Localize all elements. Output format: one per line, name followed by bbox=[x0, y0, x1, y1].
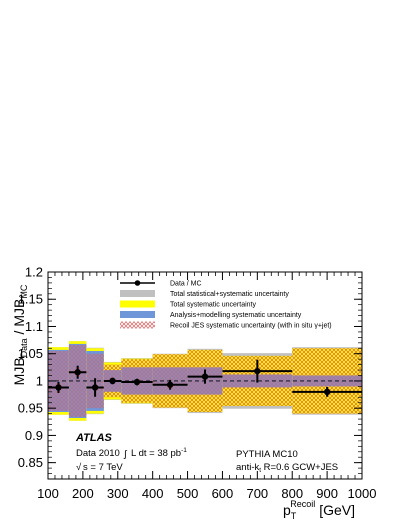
x-axis-ticks: 100 200 300 400 500 600 700 800 900 1000 bbox=[37, 272, 376, 501]
x-tick-label-4: 500 bbox=[177, 486, 199, 501]
y-tick-label-6: 1.15 bbox=[18, 292, 43, 307]
y-tick-label-0: 0.85 bbox=[18, 455, 43, 470]
y-tick-label-4: 1.05 bbox=[18, 346, 43, 361]
data-point-6 bbox=[201, 373, 209, 380]
legend-label-4: Recoil JES systematic uncertainty (with … bbox=[170, 323, 332, 330]
y-tick-label-3: 1 bbox=[36, 373, 43, 388]
legend-marker-point bbox=[134, 280, 141, 286]
data-points bbox=[48, 359, 362, 397]
y-tick-label-2: 0.95 bbox=[18, 401, 43, 416]
x-tick-label-3: 400 bbox=[142, 486, 164, 501]
legend-label-2: Total systematic uncertainty bbox=[170, 302, 256, 309]
data-label: Data 2010 bbox=[76, 448, 120, 459]
data-point-2 bbox=[91, 384, 99, 391]
x-tick-label-7: 800 bbox=[281, 486, 303, 501]
data-point-3 bbox=[109, 377, 116, 385]
legend-swatch-yellow bbox=[120, 300, 155, 308]
legend-swatch-grey bbox=[120, 290, 155, 297]
x-tick-label-9: 1000 bbox=[348, 486, 377, 501]
legend-swatch-blue bbox=[120, 311, 155, 318]
legend-label-3: Analysis+modelling systematic uncertaint… bbox=[170, 312, 302, 319]
algorithm-label: anti-kt R=0.6 GCW+JES bbox=[236, 462, 338, 474]
x-tick-label-2: 300 bbox=[107, 486, 129, 501]
y-axis-label: MJBData / MJBMC bbox=[11, 284, 29, 385]
x-tick-label-5: 600 bbox=[212, 486, 234, 501]
x-tick-label-0: 100 bbox=[37, 486, 59, 501]
x-axis-label: pTRecoil [GeV] bbox=[283, 499, 355, 521]
atlas-label: ATLAS bbox=[75, 432, 113, 444]
y-axis-ticks: 0.85 0.9 0.95 1 1.05 1.1 1.15 1.2 bbox=[18, 265, 362, 480]
legend-label-1: Total statistical+systematic uncertainty bbox=[170, 291, 289, 298]
y-tick-label-7: 1.2 bbox=[25, 265, 43, 280]
sqrt-sign: √ bbox=[76, 462, 82, 473]
x-tick-label-8: 900 bbox=[316, 486, 338, 501]
y-tick-label-1: 0.9 bbox=[25, 428, 43, 443]
energy-label: s = 7 TeV bbox=[83, 462, 123, 473]
data-point-7 bbox=[254, 367, 261, 375]
data-point-5 bbox=[166, 381, 174, 388]
data-point-0 bbox=[55, 384, 62, 391]
data-point-8 bbox=[323, 388, 331, 396]
data-point-4 bbox=[133, 378, 141, 386]
legend: Data / MC Total statistical+systematic un… bbox=[120, 280, 332, 330]
legend-label-0: Data / MC bbox=[170, 281, 202, 288]
luminosity-label: L dt = 38 pb-1 bbox=[131, 447, 187, 459]
data-point-1 bbox=[74, 369, 81, 376]
integral-sign: ∫ bbox=[123, 449, 128, 460]
mc-label: PYTHIA MC10 bbox=[236, 449, 298, 460]
y-tick-label-5: 1.1 bbox=[25, 319, 43, 334]
x-tick-label-6: 700 bbox=[246, 486, 268, 501]
legend-swatch-hatch bbox=[120, 321, 155, 329]
x-tick-label-1: 200 bbox=[72, 486, 94, 501]
